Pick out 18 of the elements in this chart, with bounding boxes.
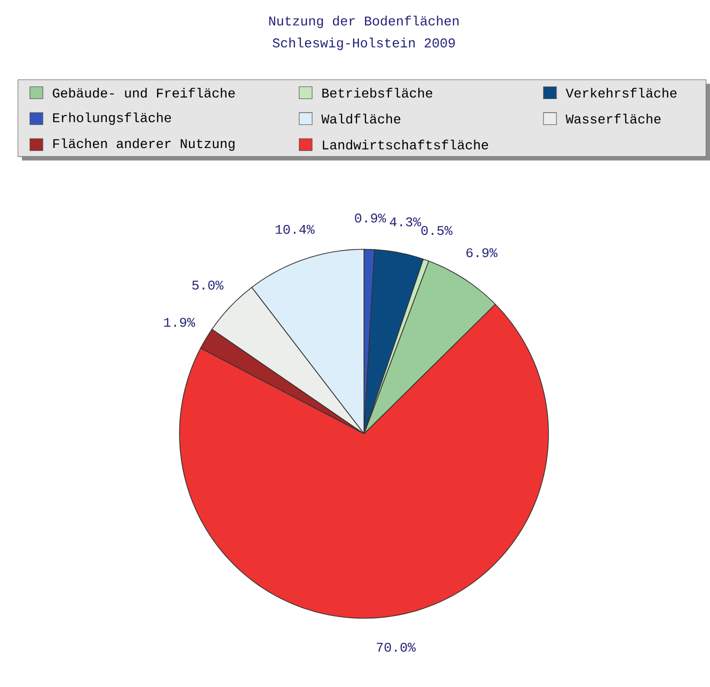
legend-label: Verkehrsfläche <box>566 88 676 98</box>
data-label: 4.3% <box>390 217 422 226</box>
data-label: 1.9% <box>164 318 196 327</box>
legend-label: Gebäude- und Freifläche <box>52 88 235 98</box>
chart-subtitle: Schleswig-Holstein 2009 <box>272 38 455 50</box>
chart-title: Nutzung der Bodenflächen <box>269 16 459 28</box>
data-label: 0.9% <box>354 213 386 223</box>
legend-label: Landwirtschaftsfläche <box>322 140 488 150</box>
legend-label: Betriebsfläche <box>322 88 432 98</box>
data-label: 0.5% <box>421 226 452 235</box>
data-label: 6.9% <box>466 248 498 258</box>
data-label: 5.0% <box>192 280 224 290</box>
data-label: 10.4% <box>276 224 315 234</box>
legend-label: Wasserfläche <box>566 114 661 124</box>
data-label: 70.0% <box>376 642 416 652</box>
legend-label: Erholungsfläche <box>53 112 171 125</box>
legend-label: Flächen anderer Nutzung <box>53 138 234 151</box>
legend-label: Waldfläche <box>321 114 400 124</box>
